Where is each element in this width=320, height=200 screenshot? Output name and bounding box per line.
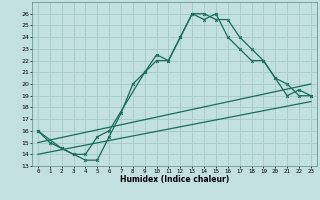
X-axis label: Humidex (Indice chaleur): Humidex (Indice chaleur) xyxy=(120,175,229,184)
